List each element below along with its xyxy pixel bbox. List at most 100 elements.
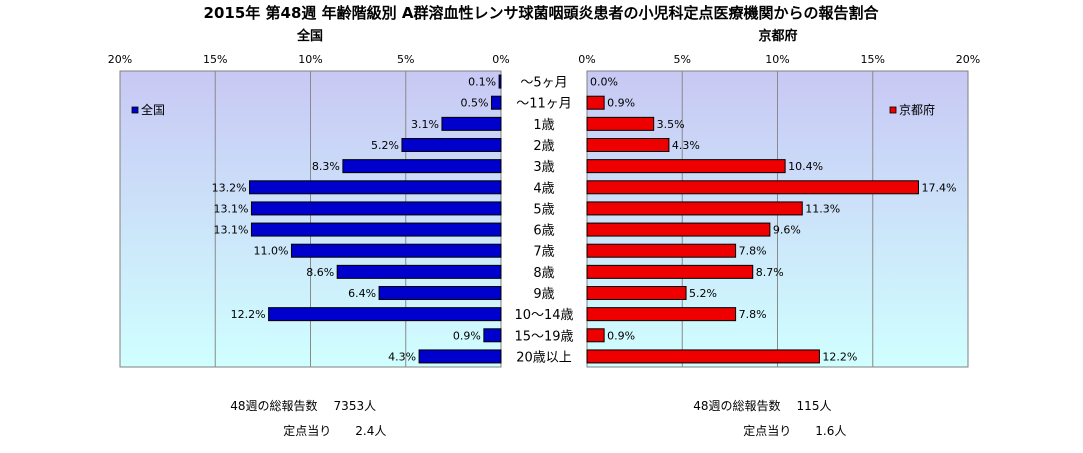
national-subtitle: 全国 (296, 28, 323, 44)
prefecture-value-label: 7.8% (739, 308, 767, 321)
prefecture-value-label: 4.3% (672, 139, 700, 152)
prefecture-value-label: 7.8% (739, 245, 767, 258)
prefecture-total-row: 48週の総報告数 115人 (678, 383, 831, 428)
prefecture-tick-label: 0% (578, 53, 595, 66)
prefecture-value-label: 8.7% (756, 266, 784, 279)
prefecture-bar (586, 328, 605, 343)
national-total-value: 7353人 (333, 399, 377, 413)
national-total-row: 48週の総報告数 7353人 (215, 383, 376, 428)
category-label: 15～19歳 (514, 329, 573, 344)
category-label: 8歳 (533, 266, 554, 281)
chart-figure: 2015年 第48週 年齢階級別 A群溶血性レンサ球菌咽頭炎患者の小児科定点医療… (108, 4, 980, 438)
national-bar (490, 95, 502, 110)
prefecture-tick-label: 5% (674, 53, 691, 66)
category-label: 5歳 (533, 202, 554, 217)
national-value-label: 13.2% (212, 181, 247, 194)
prefecture-value-label: 10.4% (788, 160, 823, 173)
category-label: ～5ヶ月 (520, 76, 567, 91)
national-value-label: 3.1% (411, 118, 439, 131)
prefecture-value-label: 0.0% (590, 76, 618, 89)
national-value-label: 13.1% (213, 224, 248, 237)
prefecture-tick-label: 10% (765, 53, 789, 66)
national-bar (441, 116, 502, 131)
national-bar (249, 180, 502, 195)
prefecture-value-label: 9.6% (773, 224, 801, 237)
national-bar (250, 201, 502, 216)
national-value-label: 8.6% (306, 266, 334, 279)
prefecture-bar (586, 159, 786, 174)
national-bar (401, 138, 502, 152)
prefecture-legend-label: 京都府 (899, 102, 935, 117)
prefecture-subtitle: 京都府 (758, 28, 797, 44)
national-bar (336, 264, 502, 279)
national-tick-label: 5% (397, 53, 414, 66)
prefecture-total-value: 115人 (796, 399, 832, 413)
national-total-label: 48週の総報告数 (230, 399, 318, 413)
prefecture-bar (586, 201, 803, 216)
national-bar (418, 349, 502, 364)
prefecture-value-label: 12.2% (822, 350, 857, 363)
national-bar (250, 222, 502, 237)
category-label: 1歳 (533, 118, 554, 133)
national-tick-label: 0% (492, 53, 509, 66)
category-label: 2歳 (533, 139, 554, 154)
prefecture-tick-label: 20% (956, 53, 980, 66)
category-label: 7歳 (533, 245, 554, 260)
prefecture-bar (586, 243, 737, 258)
chart-title: 2015年 第48週 年齢階級別 A群溶血性レンサ球菌咽頭炎患者の小児科定点医療… (204, 4, 880, 22)
national-value-label: 4.3% (388, 350, 416, 363)
category-label: 4歳 (533, 181, 554, 196)
category-label: 3歳 (533, 160, 554, 175)
prefecture-bar (586, 222, 771, 237)
prefecture-value-label: 5.2% (689, 287, 717, 300)
category-label: 10～14歳 (514, 308, 573, 323)
prefecture-value-label: 11.3% (805, 202, 840, 215)
national-per-row: 定点当り 2.4人 (268, 408, 386, 453)
category-label: 9歳 (533, 287, 554, 302)
national-bar (483, 328, 502, 343)
national-value-label: 11.0% (253, 245, 288, 258)
national-legend-label: 全国 (141, 102, 165, 117)
national-value-label: 8.3% (312, 160, 340, 173)
national-value-label: 0.5% (461, 97, 489, 110)
prefecture-bar (586, 286, 687, 300)
national-per-label: 定点当り (283, 424, 332, 438)
prefecture-per-label: 定点当り (743, 424, 792, 438)
prefecture-per-value: 1.6人 (815, 424, 847, 438)
national-bar (268, 307, 502, 322)
national-tick-label: 15% (203, 53, 227, 66)
prefecture-value-label: 17.4% (921, 181, 956, 194)
prefecture-bar (586, 307, 737, 322)
prefecture-legend-swatch (889, 106, 897, 114)
prefecture-bar (586, 116, 655, 131)
national-value-label: 6.4% (348, 287, 376, 300)
prefecture-value-label: 3.5% (657, 118, 685, 131)
national-bar (290, 243, 502, 258)
national-bar (498, 74, 502, 89)
prefecture-tick-label: 15% (861, 53, 885, 66)
prefecture-bar (586, 180, 919, 195)
national-per-value: 2.4人 (355, 424, 387, 438)
national-legend-swatch (131, 106, 139, 114)
prefecture-value-label: 0.9% (607, 329, 635, 342)
national-bar (342, 159, 502, 174)
national-tick-label: 20% (108, 53, 132, 66)
national-value-label: 12.2% (231, 308, 266, 321)
national-value-label: 0.1% (468, 76, 496, 89)
national-value-label: 5.2% (371, 139, 399, 152)
prefecture-bar (586, 138, 670, 152)
prefecture-bar (586, 264, 754, 279)
prefecture-per-row: 定点当り 1.6人 (728, 408, 846, 453)
chart-svg: 2015年 第48週 年齢階級別 A群溶血性レンサ球菌咽頭炎患者の小児科定点医療… (108, 4, 980, 368)
national-value-label: 0.9% (453, 329, 481, 342)
national-tick-label: 10% (298, 53, 322, 66)
national-bar (378, 286, 502, 300)
prefecture-value-label: 0.9% (607, 97, 635, 110)
prefecture-bar (586, 95, 605, 110)
prefecture-total-label: 48週の総報告数 (693, 399, 781, 413)
prefecture-bar (586, 349, 820, 364)
category-label: ～11ヶ月 (516, 97, 572, 112)
category-label: 20歳以上 (516, 350, 572, 365)
national-value-label: 13.1% (213, 202, 248, 215)
category-label: 6歳 (533, 224, 554, 239)
